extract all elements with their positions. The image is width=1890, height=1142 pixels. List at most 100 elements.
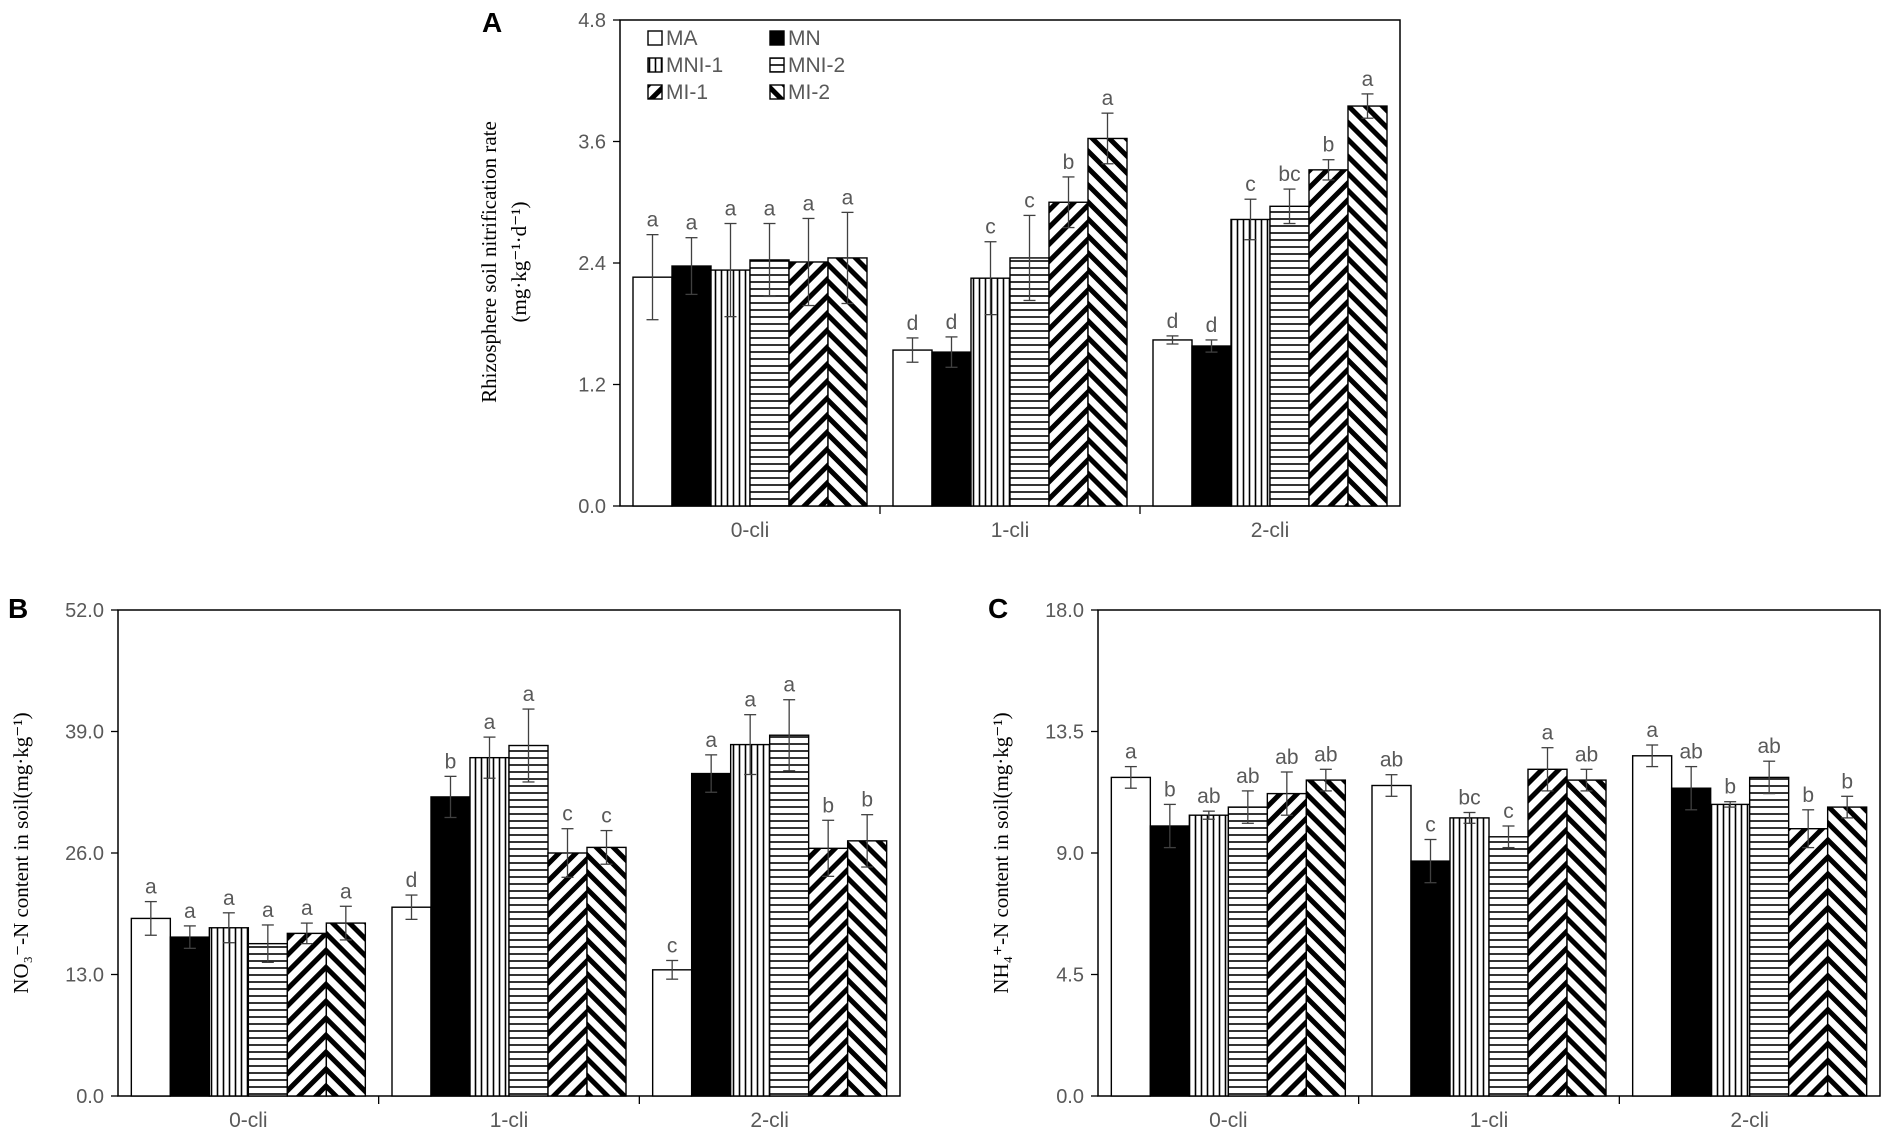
- bar-mn: [430, 796, 471, 1097]
- significance-letter: d: [1167, 310, 1179, 333]
- significance-letter: ab: [1679, 741, 1702, 764]
- bar-mn: [1191, 345, 1232, 507]
- bar-mni-1: [970, 277, 1011, 507]
- significance-letter: a: [262, 899, 274, 922]
- x-category-label: 0-cli: [731, 519, 770, 542]
- x-category-label: 2-cli: [1730, 1109, 1769, 1132]
- x-category-label: 1-cli: [1470, 1109, 1509, 1132]
- bar-mi-1: [1048, 201, 1089, 507]
- significance-letter: b: [1802, 784, 1814, 807]
- bar-mi-2: [846, 840, 888, 1097]
- legend-swatch: [769, 30, 785, 46]
- significance-letter: a: [803, 192, 815, 215]
- bar-mi-2: [1087, 137, 1128, 507]
- significance-letter: c: [1503, 800, 1514, 823]
- significance-letter: c: [1425, 814, 1436, 837]
- bar-mni-1: [1230, 218, 1271, 507]
- bar-mn: [169, 936, 211, 1097]
- bar-ma: [1152, 339, 1193, 507]
- bar-ma: [1110, 776, 1152, 1097]
- bar-mn: [1149, 825, 1191, 1097]
- y-tick-label: 0.0: [1056, 1086, 1084, 1108]
- legend-item-mi2: MI-2: [769, 81, 830, 104]
- significance-letter: b: [861, 789, 873, 812]
- significance-letter: d: [907, 312, 919, 335]
- significance-letter: a: [783, 674, 795, 697]
- bar-mi-1: [1787, 828, 1829, 1097]
- significance-letter: a: [705, 729, 717, 752]
- significance-letter: b: [1841, 770, 1853, 793]
- significance-letter: a: [340, 880, 352, 903]
- significance-letter: a: [842, 186, 854, 209]
- bar-mi-1: [1527, 768, 1568, 1097]
- bar-mn: [931, 351, 972, 507]
- significance-letter: a: [223, 887, 235, 910]
- y-tick-label: 18.0: [1045, 600, 1084, 622]
- significance-letter: b: [822, 794, 834, 817]
- bar-mni-1: [208, 927, 250, 1097]
- significance-letter: d: [946, 311, 958, 334]
- significance-letter: a: [1362, 68, 1374, 91]
- y-tick-label: 39.0: [65, 722, 104, 744]
- bar-mi-1: [286, 932, 328, 1097]
- legend-swatch: [769, 84, 785, 100]
- significance-letter: ab: [1236, 765, 1259, 788]
- significance-letter: d: [1206, 314, 1218, 337]
- panel-b-plot: 0.0 13.0 26.0 39.0 52.0 0-cli a a a a a a 1-cli d b a a c…: [65, 600, 888, 1132]
- significance-letter: a: [686, 212, 698, 235]
- bar-mni-2: [1488, 836, 1529, 1097]
- significance-letter: a: [484, 711, 496, 734]
- panel-a: A Rhizosphere soil nitrification rate (m…: [477, 7, 1401, 507]
- bar-mn: [690, 772, 732, 1097]
- y-tick-label: 3.6: [578, 132, 606, 154]
- panel-c-letter: C: [988, 593, 1008, 624]
- legend-swatch: [769, 57, 785, 73]
- significance-letter: bc: [1458, 787, 1480, 810]
- significance-letter: a: [1646, 719, 1658, 742]
- x-category-label: 0-cli: [1209, 1109, 1248, 1132]
- x-category-label: 2-cli: [750, 1109, 789, 1132]
- significance-letter: a: [764, 198, 776, 221]
- legend-item-ma: MA: [647, 27, 698, 50]
- significance-letter: c: [667, 934, 678, 957]
- significance-letter: a: [523, 683, 535, 706]
- significance-letter: bc: [1278, 163, 1300, 186]
- bar-mni-2: [768, 734, 810, 1097]
- x-category-label: 1-cli: [490, 1109, 529, 1132]
- significance-letter: a: [1125, 741, 1137, 764]
- significance-letter: a: [725, 198, 737, 221]
- bar-mi-2: [1347, 105, 1388, 507]
- bar-mni-2: [247, 942, 289, 1097]
- bar-mni-2: [1269, 205, 1310, 507]
- legend-swatch: [647, 30, 663, 46]
- bar-mni-1: [1449, 817, 1490, 1097]
- significance-letter: b: [445, 750, 457, 773]
- y-tick-label: 26.0: [65, 843, 104, 865]
- significance-letter: a: [301, 897, 313, 920]
- bar-mni-1: [1709, 803, 1751, 1097]
- legend-item-mn: MN: [769, 27, 821, 50]
- bar-mni-2: [508, 744, 549, 1097]
- bar-ma: [1371, 784, 1412, 1097]
- significance-letter: a: [647, 209, 659, 232]
- significance-letter: a: [145, 876, 157, 899]
- bar-ma: [892, 349, 933, 507]
- y-tick-label: 4.8: [578, 10, 606, 32]
- bar-ma: [1631, 755, 1673, 1097]
- legend-label: MNI-2: [788, 54, 845, 77]
- panel-a-ylabel-line2: (mg·kg⁻¹·d⁻¹): [507, 201, 531, 322]
- bar-mi-1: [1266, 792, 1308, 1097]
- x-category-label: 0-cli: [229, 1109, 268, 1132]
- legend: MA MN MNI-1 MNI-2 MI-1 MI-2: [647, 27, 845, 104]
- significance-letter: c: [1245, 173, 1256, 196]
- x-category-label: 2-cli: [1251, 519, 1290, 542]
- legend-label: MN: [788, 27, 821, 50]
- legend-label: MNI-1: [666, 54, 723, 77]
- bar-mni-2: [1227, 806, 1269, 1097]
- bar-mi-2: [1305, 779, 1347, 1097]
- legend-label: MI-1: [666, 81, 708, 104]
- significance-letter: c: [601, 805, 612, 828]
- bar-mn: [1670, 787, 1712, 1097]
- significance-letter: b: [1164, 778, 1176, 801]
- bar-mni-1: [469, 756, 510, 1097]
